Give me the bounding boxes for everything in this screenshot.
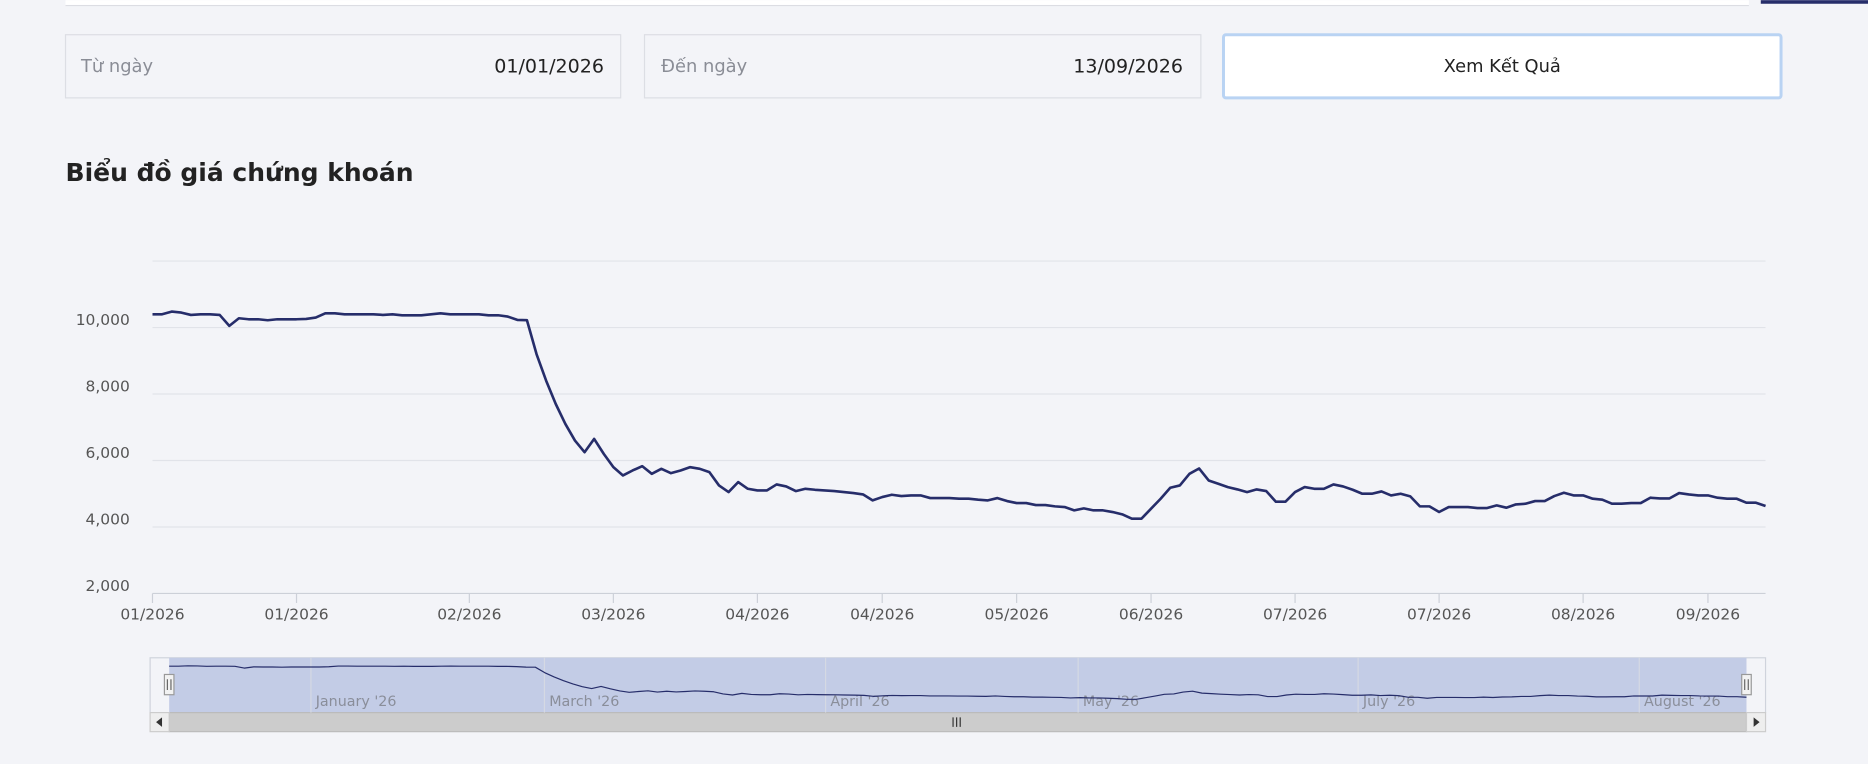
navigator-handle[interactable] [163, 673, 175, 696]
from-value: 01/01/2026 [494, 55, 604, 77]
navigator-label: May '26 [1083, 694, 1139, 710]
x-tick-label: 07/2026 [1263, 605, 1327, 623]
y-tick-label: 6,000 [86, 444, 130, 462]
from-input[interactable] [64, 34, 622, 99]
handle-grip [1744, 679, 1749, 690]
price-line [152, 310, 1766, 520]
scrollbar-thumb[interactable] [168, 711, 1748, 733]
x-tick-label: 01/2026 [120, 605, 184, 623]
navigator-label: April '26 [830, 694, 889, 710]
y-tick-label: 10,000 [76, 311, 130, 329]
y-tick-label: 8,000 [86, 377, 130, 395]
to-label: Đến ngày [661, 56, 747, 77]
x-tick-label: 06/2026 [1119, 605, 1183, 623]
navigator-label: January '26 [315, 694, 397, 710]
to-field[interactable]: Đến ngày 13/09/2026 [643, 34, 1202, 99]
x-tick-label: 07/2026 [1407, 605, 1471, 623]
x-tick-label: 08/2026 [1551, 605, 1615, 623]
y-tick-label: 4,000 [86, 510, 130, 528]
navigator-line [169, 665, 1747, 700]
x-tick-label: 05/2026 [984, 605, 1048, 623]
scroll-grip [952, 717, 961, 727]
from-label: Từ ngày [80, 56, 154, 77]
top-accent [1760, 0, 1868, 4]
x-tick-label: 02/2026 [437, 605, 501, 623]
submit-button[interactable] [1222, 33, 1783, 100]
from-field[interactable]: Từ ngày 01/01/2026 [64, 34, 622, 99]
navigator-label: August '26 [1644, 694, 1721, 710]
chart-title: Biểu đồ giá chứng khoán [66, 157, 414, 187]
top-bar [65, 0, 1749, 5]
navigator-label: July '26 [1362, 694, 1415, 710]
handle-grip [166, 679, 172, 690]
x-tick-label: 03/2026 [581, 605, 645, 623]
to-input[interactable] [643, 34, 1202, 99]
to-value: 13/09/2026 [1073, 55, 1183, 77]
arrow-left [156, 717, 163, 727]
x-tick-label: 01/2026 [264, 605, 328, 623]
x-tick-label: 04/2026 [850, 605, 914, 623]
y-tick-label: 2,000 [86, 577, 130, 595]
x-tick-label: 09/2026 [1676, 605, 1740, 623]
navigator-handle[interactable] [1741, 673, 1752, 696]
arrow-right [1753, 717, 1760, 727]
navigator-label: March '26 [549, 694, 619, 710]
submit[interactable]: Xem Kết Quả [1222, 33, 1783, 100]
x-tick-label: 04/2026 [725, 605, 789, 623]
submit-label: Xem Kết Quả [1444, 56, 1561, 77]
